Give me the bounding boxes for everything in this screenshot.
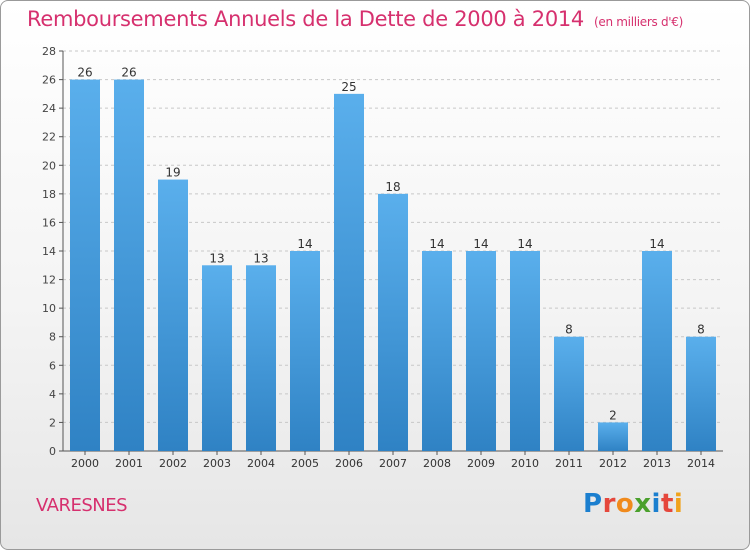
bar-2012 [598, 422, 628, 451]
y-tick-label: 28 [42, 45, 56, 58]
data-label: 13 [253, 251, 268, 265]
commune-name: VARESNES [36, 495, 128, 516]
y-tick-label: 26 [42, 74, 56, 87]
x-tick-label: 2005 [291, 457, 319, 470]
y-tick-label: 2 [49, 416, 56, 429]
bar-2008 [422, 251, 452, 451]
logo-letter: P [583, 489, 603, 519]
x-tick-label: 2010 [511, 457, 539, 470]
x-tick-label: 2007 [379, 457, 407, 470]
x-tick-label: 2012 [599, 457, 627, 470]
chart-title: Remboursements Annuels de la Dette de 20… [27, 7, 683, 31]
chart-unit: (en milliers d'€) [594, 15, 684, 29]
data-label: 26 [121, 66, 136, 80]
data-label: 25 [341, 80, 356, 94]
bar-2002 [158, 179, 188, 452]
logo-letter: t [660, 489, 674, 519]
bar-2013 [642, 251, 672, 451]
data-label: 8 [697, 323, 705, 337]
y-tick-label: 22 [42, 131, 56, 144]
data-label: 14 [297, 237, 312, 251]
y-tick-label: 12 [42, 274, 56, 287]
x-tick-label: 2003 [203, 457, 231, 470]
y-tick-label: 24 [42, 102, 56, 115]
bar-2009 [466, 251, 496, 451]
bar-2007 [378, 193, 408, 451]
x-tick-label: 2013 [643, 457, 671, 470]
x-tick-label: 2008 [423, 457, 451, 470]
y-tick-label: 8 [49, 331, 56, 344]
data-label: 2 [609, 408, 617, 422]
data-label: 14 [473, 237, 488, 251]
y-tick-label: 4 [49, 388, 56, 401]
data-label: 14 [429, 237, 444, 251]
bar-2011 [554, 336, 584, 451]
proxiti-logo[interactable]: Proxiti [583, 489, 683, 519]
bar-2003 [202, 265, 232, 451]
x-tick-label: 2002 [159, 457, 187, 470]
y-tick-label: 14 [42, 245, 56, 258]
y-tick-label: 18 [42, 188, 56, 201]
x-tick-label: 2000 [71, 457, 99, 470]
bar-2001 [114, 79, 144, 452]
x-tick-label: 2011 [555, 457, 583, 470]
logo-letter: r [602, 489, 616, 519]
data-label: 8 [565, 323, 573, 337]
logo-letter: x [634, 489, 652, 519]
chart-title-text: Remboursements Annuels de la Dette de 20… [27, 7, 584, 31]
logo-letter: i [673, 489, 684, 519]
data-label: 14 [649, 237, 664, 251]
y-tick-label: 16 [42, 216, 56, 229]
y-tick-label: 0 [49, 445, 56, 458]
data-label: 18 [385, 180, 400, 194]
bar-2004 [246, 265, 276, 451]
data-label: 14 [517, 237, 532, 251]
y-tick-label: 20 [42, 159, 56, 172]
data-labels: 26 26 19 13 13 14 25 18 14 14 14 8 2 14 8 [77, 66, 704, 423]
data-label: 13 [209, 251, 224, 265]
data-label: 19 [165, 166, 180, 180]
x-tick-label: 2006 [335, 457, 363, 470]
bar-2005 [290, 251, 320, 451]
x-tick-label: 2014 [687, 457, 715, 470]
x-tick-label: 2001 [115, 457, 143, 470]
bar-2006 [334, 93, 364, 451]
x-tick-label: 2009 [467, 457, 495, 470]
x-tick-label: 2004 [247, 457, 275, 470]
y-tick-label: 10 [42, 302, 56, 315]
bars [70, 79, 716, 452]
data-label: 26 [77, 66, 92, 80]
y-tick-label: 6 [49, 359, 56, 372]
bar-2000 [70, 79, 100, 452]
logo-letter: o [615, 489, 635, 519]
logo-letter: i [651, 489, 661, 519]
bar-2010 [510, 251, 540, 451]
bar-2014 [686, 336, 716, 451]
